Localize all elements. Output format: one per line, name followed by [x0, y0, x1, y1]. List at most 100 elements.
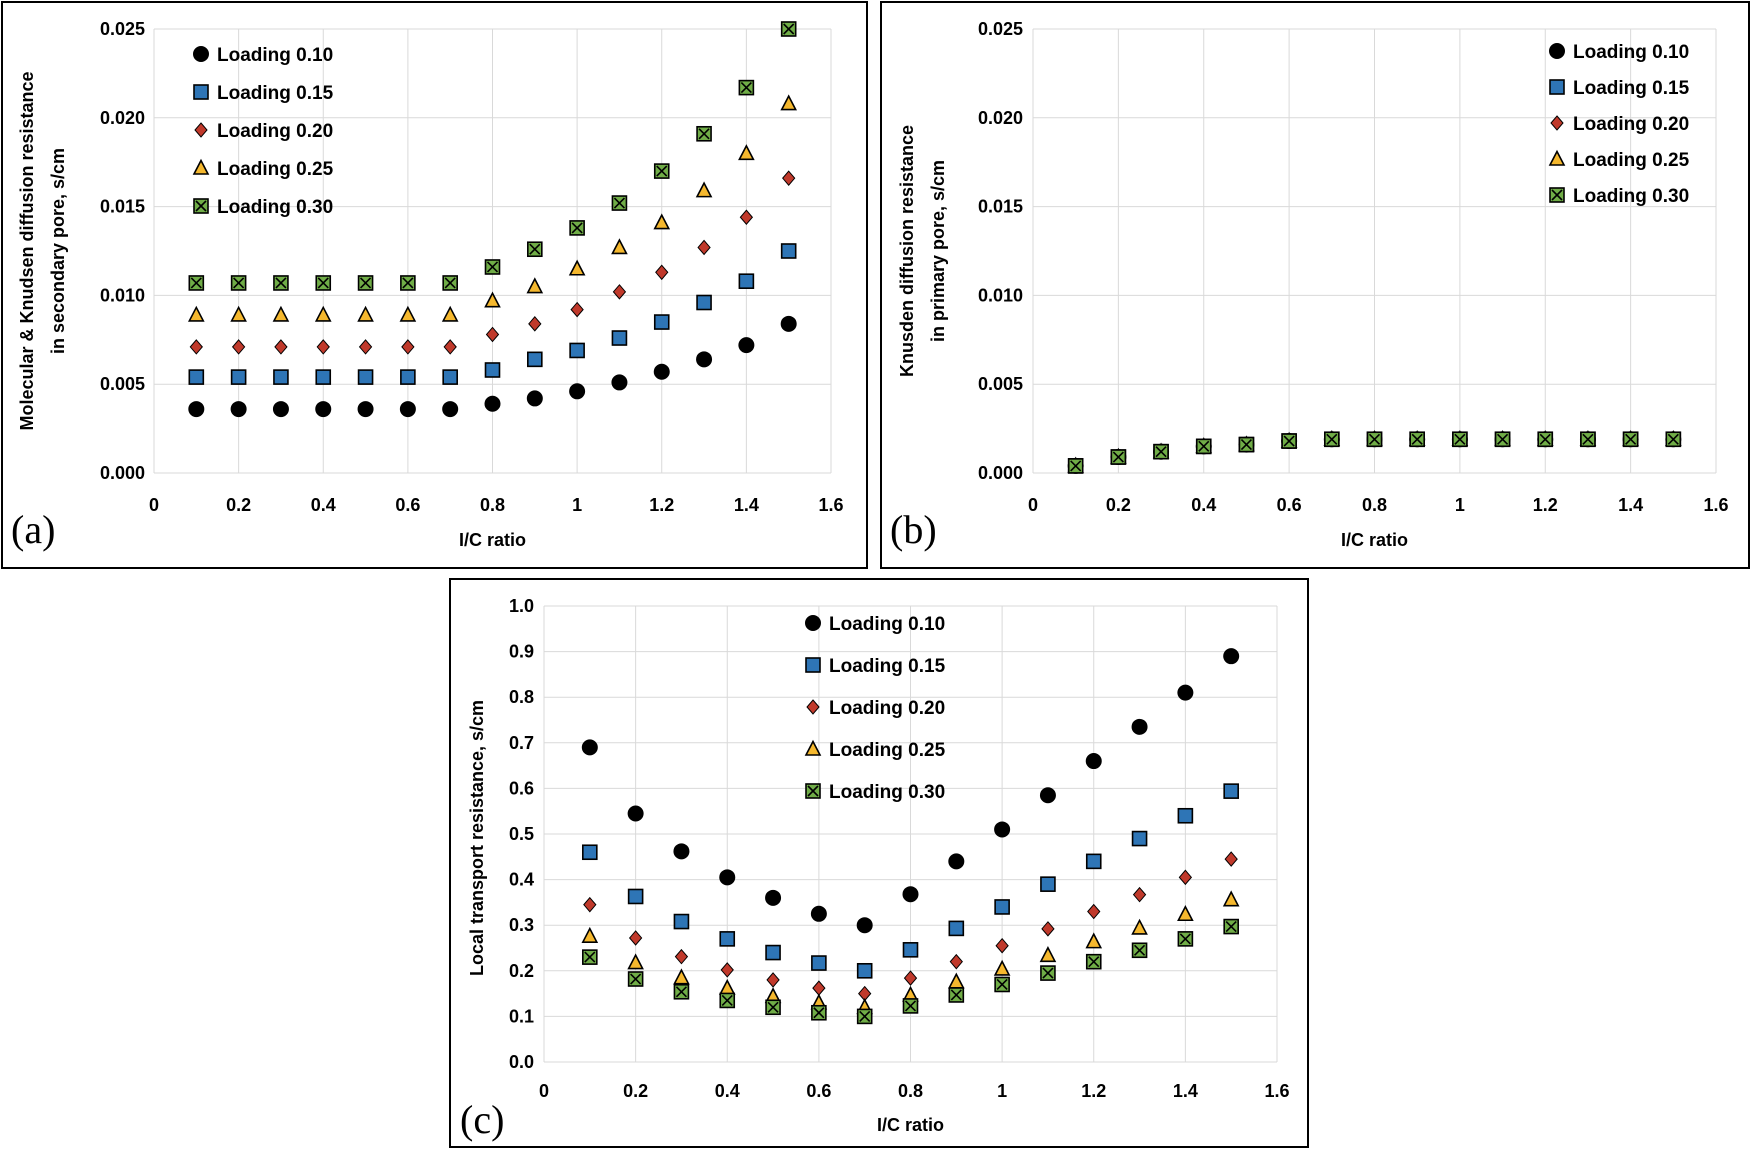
data-point: [188, 369, 205, 385]
data-point: [357, 275, 374, 291]
data-point: [314, 305, 332, 322]
data-point: [1537, 431, 1554, 448]
data-point: [1366, 431, 1383, 448]
data-point: [720, 962, 734, 978]
data-point: [230, 305, 247, 322]
data-point: [401, 339, 415, 355]
data-point: [315, 275, 332, 291]
data-point: [856, 962, 873, 979]
legend-marker-icon: [193, 198, 209, 214]
chart-panel-c: 0 0.2 0.4 0.6 0.8 1 1.2 1.4 1.6 0.0 0.1 0.2 0.3 0.4 0.…: [449, 578, 1309, 1148]
data-point: [441, 305, 459, 322]
data-point: [273, 369, 289, 385]
data-point: [582, 844, 598, 861]
data-point: [1153, 443, 1169, 460]
y-tick-label: 0.8: [509, 687, 534, 707]
x-tick-label: 1.6: [1703, 495, 1728, 515]
data-point: [673, 843, 690, 860]
data-point: [1085, 953, 1102, 970]
data-point: [230, 275, 247, 291]
x-tick-label: 1.6: [1264, 1081, 1289, 1101]
chart-b-svg: 0 0.2 0.4 0.6 0.8 1 1.2 1.4 1.6 0.000 0.005 0.010 0.…: [890, 19, 1729, 552]
data-point: [719, 931, 736, 947]
data-point: [188, 401, 205, 418]
x-tick-label: 0.4: [715, 1081, 740, 1101]
data-point: [627, 971, 644, 987]
data-point: [628, 930, 643, 946]
data-point: [1324, 431, 1340, 448]
data-point: [947, 972, 965, 989]
data-point: [780, 315, 797, 332]
legend-marker-icon: [1549, 187, 1565, 203]
data-point: [1223, 918, 1239, 935]
series-loading-4: [188, 21, 797, 291]
legend-marker-icon: [192, 158, 210, 175]
x-tick-label: 0.6: [395, 495, 420, 515]
data-point: [357, 369, 374, 385]
data-point: [528, 316, 542, 332]
data-point: [485, 326, 500, 343]
data-point: [570, 301, 584, 318]
data-point: [484, 259, 501, 275]
data-point: [526, 277, 544, 294]
data-point: [1238, 436, 1255, 453]
data-point: [272, 305, 290, 322]
data-point: [484, 395, 501, 412]
data-point: [315, 369, 332, 385]
x-tick-label: 0: [149, 495, 159, 515]
data-point: [1040, 876, 1056, 892]
data-point: [189, 339, 203, 355]
series-loading-1: [188, 243, 797, 385]
y-tick-label: 0.2: [509, 961, 534, 981]
data-point: [1039, 946, 1057, 963]
data-point: [696, 351, 713, 368]
legend-marker-icon: [1550, 115, 1564, 131]
data-point: [766, 972, 780, 988]
gridlines: [543, 605, 1278, 1063]
data-point: [484, 291, 501, 308]
legend-marker-icon: [194, 122, 208, 138]
data-point: [949, 953, 963, 970]
legend-entry-label: Loading 0.20: [1573, 114, 1689, 135]
x-tick-label: 1.6: [818, 495, 843, 515]
x-tick-label: 1.4: [1618, 495, 1643, 515]
legend-entry-label: Loading 0.10: [1573, 42, 1689, 63]
series-loading-0: [581, 648, 1240, 934]
data-point: [1224, 851, 1238, 867]
data-point: [399, 401, 416, 418]
data-point: [569, 342, 585, 359]
x-tick-label: 0.6: [806, 1081, 831, 1101]
data-point: [569, 220, 585, 236]
y-tick-label: 0.1: [509, 1006, 534, 1026]
legend-entry-label: Loading 0.20: [217, 121, 333, 142]
data-point: [526, 390, 543, 407]
legend-entry-label: Loading 0.25: [1573, 150, 1690, 171]
series-loading-4: [1067, 431, 1682, 474]
legend-marker-icon: [805, 657, 821, 673]
data-point: [611, 195, 628, 211]
data-point: [274, 339, 288, 355]
data-point: [902, 998, 919, 1014]
panel-label: (b): [890, 507, 937, 552]
legend-entry-label: Loading 0.15: [217, 83, 334, 104]
data-point: [1040, 965, 1056, 981]
data-point: [994, 821, 1011, 838]
data-point: [719, 992, 736, 1009]
data-point: [612, 284, 627, 300]
data-point: [358, 339, 373, 355]
series-loading-3: [187, 94, 798, 322]
data-point: [442, 275, 458, 291]
x-tick-label: 1: [572, 495, 582, 515]
x-axis-label: I/C ratio: [877, 1115, 944, 1135]
data-point: [1178, 869, 1193, 886]
data-point: [653, 314, 670, 330]
y-tick-label: 0.0: [509, 1052, 534, 1072]
y-tick-label: 1.0: [509, 596, 534, 616]
data-point: [315, 401, 332, 418]
series-loading-4: [582, 918, 1239, 1025]
data-point: [1452, 431, 1468, 448]
legend: Loading 0.10 Loading 0.15 Loading 0.20 Load…: [1548, 42, 1690, 207]
data-point: [674, 948, 689, 965]
x-tick-label: 0.8: [480, 495, 505, 515]
data-point: [765, 999, 781, 1016]
